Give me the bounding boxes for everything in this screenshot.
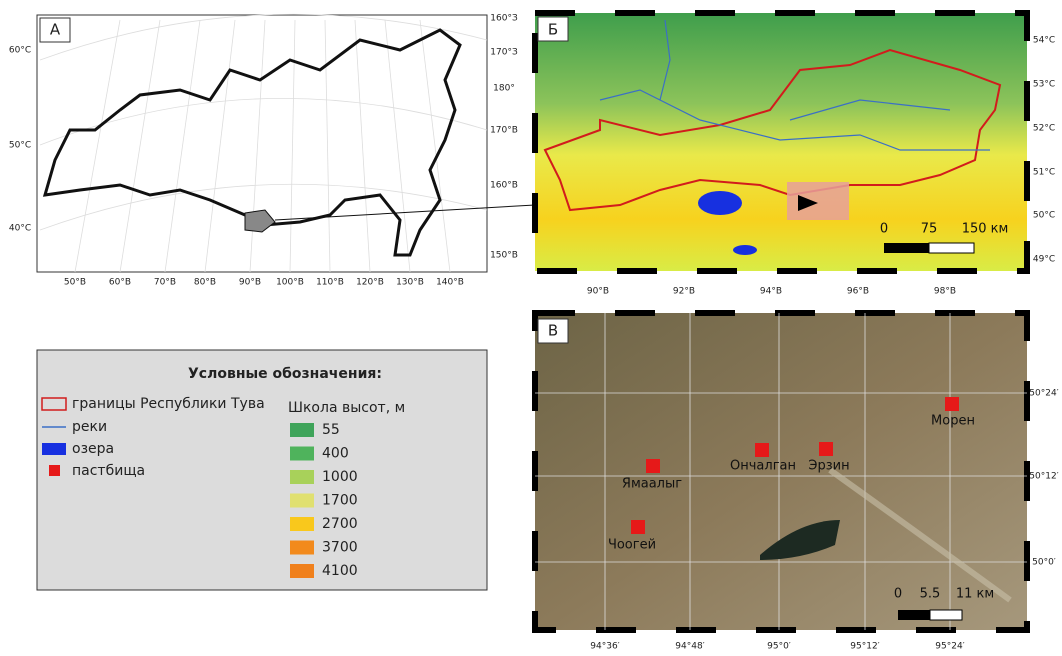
lon-label: 92°В (673, 287, 695, 297)
elevation-label: 2700 (322, 516, 358, 532)
panel-label: А (50, 21, 61, 39)
lon-label: 95°12′ (850, 642, 879, 652)
legend-title: Условные обозначения: (188, 366, 382, 382)
lon-label: 70°В (154, 278, 176, 288)
lon-label: 140°В (436, 278, 464, 288)
lon-label: 94°В (760, 287, 782, 297)
lat-label: 54°С (1033, 36, 1055, 46)
elevation-swatch (290, 470, 314, 484)
scale-label: 0 (880, 222, 888, 237)
lon-label: 96°В (847, 287, 869, 297)
site-label: Эрзин (808, 459, 849, 474)
lon-label: 94°48′ (675, 642, 704, 652)
lon-label: 150°В (490, 251, 518, 261)
site-label: Ямаалыг (622, 477, 682, 492)
lon-label: 98°В (934, 287, 956, 297)
lon-label: 94°36′ (590, 642, 619, 652)
legend-subtitle: Школа высот, м (288, 400, 405, 416)
pasture-marker (945, 397, 959, 411)
lat-label: 50°С (9, 141, 31, 151)
site-label: Чоогей (608, 538, 656, 553)
lon-label: 80°В (194, 278, 216, 288)
legend-item: пастбища (72, 463, 145, 479)
lat-label: 50°С (1033, 211, 1055, 221)
lon-label: 130°В (396, 278, 424, 288)
lon-label: 160°В (490, 181, 518, 191)
lon-label: 95°0′ (767, 642, 791, 652)
lat-label: 60°С (9, 46, 31, 56)
site-label: Ончалган (730, 459, 796, 474)
elevation-swatch (290, 447, 314, 461)
lon-label: 170°З (490, 48, 518, 58)
elevation-label: 55 (322, 422, 340, 438)
lon-label: 50°В (64, 278, 86, 288)
scale-label: 75 (921, 222, 938, 237)
lon-label: 110°В (316, 278, 344, 288)
lat-label: 40°С (9, 224, 31, 234)
panel-b (535, 13, 1027, 271)
lat-label: 50°0′ (1032, 558, 1056, 568)
panel-label: В (548, 322, 558, 340)
lon-label: 180° (493, 84, 515, 94)
legend-item: границы Республики Тува (72, 396, 265, 412)
lon-label: 60°В (109, 278, 131, 288)
elevation-label: 1700 (322, 493, 358, 509)
lon-label: 100°В (276, 278, 304, 288)
elevation-swatch (290, 517, 314, 531)
pasture-marker (755, 443, 769, 457)
lon-label: 90°В (587, 287, 609, 297)
scale-label: 0 (894, 587, 902, 602)
panel-a (37, 14, 535, 272)
lon-label: 170°В (490, 126, 518, 136)
scale-label: 150 км (962, 222, 1009, 237)
lon-label: 160°З (490, 14, 518, 24)
pasture-marker (631, 520, 645, 534)
scale-label: 5.5 (920, 587, 941, 602)
elevation-swatch (290, 494, 314, 508)
legend-item: озера (72, 441, 114, 457)
elevation-label: 4100 (322, 563, 358, 579)
elevation-label: 3700 (322, 540, 358, 556)
elevation-swatch (290, 564, 314, 578)
scale-label: 11 км (956, 587, 994, 602)
figure: А 60°С 50°С 40°С 160°З 170°З 180° 170°В 160°В 150… (0, 0, 1062, 652)
pasture-marker (819, 442, 833, 456)
panel-label: Б (548, 21, 558, 39)
elevation-swatch (290, 541, 314, 555)
lat-label: 50°24′ (1029, 389, 1058, 399)
elevation-label: 400 (322, 446, 349, 462)
lon-label: 90°В (239, 278, 261, 288)
lon-label: 120°В (356, 278, 384, 288)
lat-label: 50°12′ (1029, 472, 1058, 482)
pasture-marker (646, 459, 660, 473)
legend-item: реки (72, 419, 107, 435)
site-label: Морен (931, 414, 975, 429)
lat-label: 49°С (1033, 255, 1055, 265)
lat-label: 52°С (1033, 124, 1055, 134)
lat-label: 51°С (1033, 168, 1055, 178)
lon-label: 95°24′ (935, 642, 964, 652)
lat-label: 53°С (1033, 80, 1055, 90)
elevation-label: 1000 (322, 469, 358, 485)
elevation-swatch (290, 423, 314, 437)
